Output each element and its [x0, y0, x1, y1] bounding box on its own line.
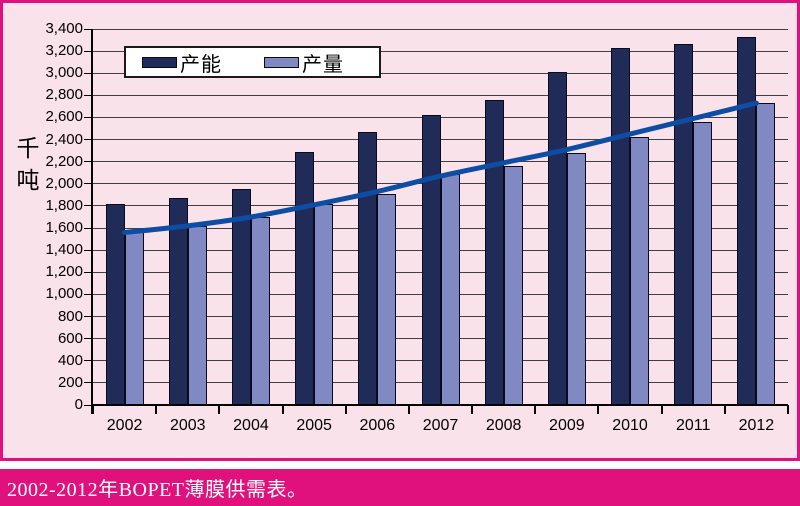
x-tick [723, 405, 726, 414]
x-tick-label: 2007 [422, 417, 459, 434]
x-tick [281, 405, 284, 414]
y-tick-label: 1,800 [45, 196, 83, 214]
y-tick-label: 2,200 [45, 152, 83, 170]
output-bar-2009 [566, 152, 586, 405]
y-tick [84, 382, 93, 384]
capacity-bar-2007 [421, 115, 441, 405]
y-tick-label: 200 [57, 373, 83, 391]
y-tick [84, 50, 93, 52]
y-tick [84, 139, 93, 141]
x-tick-label: 2005 [296, 417, 332, 434]
output-bar-2003 [187, 225, 207, 405]
output-swatch-icon [264, 56, 299, 68]
y-tick [84, 227, 93, 229]
y-tick-label: 400 [57, 351, 83, 369]
x-tick-label: 2012 [738, 417, 775, 434]
capacity-bar-2003 [168, 198, 188, 405]
output-bar-2005 [314, 203, 334, 405]
x-tick [92, 405, 94, 414]
legend-label-output: 产量 [302, 53, 344, 76]
y-tick [84, 249, 93, 251]
output-bar-2012 [756, 103, 776, 405]
y-tick [84, 338, 93, 340]
y-tick [84, 360, 93, 362]
y-tick-label: 1,400 [45, 241, 83, 259]
y-axis-title: 千吨 [16, 136, 40, 193]
x-tick-label: 2003 [169, 417, 206, 434]
y-tick [84, 28, 93, 30]
y-tick-label: 2,800 [45, 86, 83, 104]
x-tick [534, 405, 537, 414]
capacity-bar-2006 [358, 131, 378, 405]
y-tick [84, 205, 93, 207]
y-tick [84, 94, 93, 96]
y-tick [84, 271, 93, 273]
y-tick [84, 404, 93, 406]
output-bar-2011 [693, 121, 713, 405]
x-tick-label: 2002 [106, 417, 143, 434]
x-tick-label: 2006 [359, 417, 396, 434]
x-tick-label: 2008 [485, 417, 522, 434]
y-tick-label: 1,000 [45, 285, 83, 303]
output-bar-2007 [440, 173, 460, 405]
chart-panel: 千吨 0 200 400 600 800 1,000 1,200 1,400 1,600 1,80… [0, 0, 800, 461]
gridline [93, 50, 788, 52]
y-tick-label: 3,400 [45, 20, 83, 37]
caption-bar: 2002-2012年BOPET薄膜供需表。 [0, 469, 800, 506]
capacity-swatch-icon [142, 56, 177, 68]
x-tick [597, 405, 600, 414]
legend-item-capacity: 产能 [142, 48, 222, 77]
x-tick [471, 405, 474, 414]
output-bar-2002 [124, 232, 144, 405]
caption-text: 2002-2012年BOPET薄膜供需表。 [7, 479, 308, 501]
capacity-bar-2005 [295, 151, 315, 405]
capacity-bar-2008 [484, 99, 504, 405]
capacity-bar-2011 [674, 44, 694, 405]
gridline [93, 28, 788, 30]
x-tick-label: 2010 [612, 417, 648, 434]
x-tick [787, 405, 789, 414]
y-axis-line [91, 29, 93, 414]
y-tick-label: 2,000 [45, 174, 83, 192]
output-bar-2004 [250, 217, 270, 405]
output-bar-2006 [377, 193, 397, 405]
y-tick-label: 2,400 [45, 130, 83, 148]
y-tick-label: 1,600 [45, 219, 83, 237]
y-tick-label: 2,600 [45, 108, 83, 126]
capacity-bar-2012 [737, 36, 757, 405]
y-tick [84, 161, 93, 163]
x-tick [155, 405, 158, 414]
x-tick [344, 405, 347, 414]
capacity-bar-2010 [611, 47, 631, 405]
y-tick [84, 293, 93, 295]
capacity-bar-2002 [105, 203, 125, 405]
y-tick-label: 3,200 [45, 42, 83, 60]
legend-item-output: 产量 [264, 48, 344, 77]
y-tick [84, 72, 93, 74]
x-tick [218, 405, 221, 414]
x-tick [660, 405, 663, 414]
x-tick-label: 2009 [549, 417, 585, 434]
capacity-bar-2009 [547, 72, 567, 405]
y-tick [84, 183, 93, 185]
y-tick-label: 800 [57, 307, 83, 325]
y-tick-label: 600 [57, 329, 83, 347]
x-tick [407, 405, 410, 414]
y-tick [84, 316, 93, 318]
output-bar-2008 [503, 166, 523, 405]
capacity-bar-2004 [231, 189, 251, 405]
legend: 产能 产量 [124, 46, 381, 78]
y-tick-label: 1,200 [45, 263, 83, 281]
x-axis-line [91, 404, 788, 406]
x-tick-label: 2011 [676, 417, 711, 434]
legend-label-capacity: 产能 [180, 53, 222, 76]
x-tick-label: 2004 [233, 417, 269, 434]
output-bar-2010 [630, 137, 650, 405]
gridline [93, 72, 788, 74]
y-tick [84, 116, 93, 118]
y-tick-label: 0 [74, 396, 83, 413]
gridline [93, 94, 788, 96]
y-tick-label: 3,000 [45, 64, 83, 82]
